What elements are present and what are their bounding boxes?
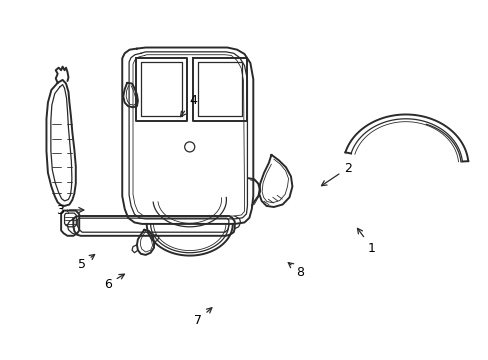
Text: 4: 4 [180, 94, 197, 117]
Text: 6: 6 [104, 274, 124, 291]
Text: 1: 1 [357, 228, 375, 255]
Text: 8: 8 [287, 262, 304, 279]
Text: 2: 2 [321, 162, 351, 186]
Text: 7: 7 [194, 308, 211, 327]
Text: 3: 3 [56, 203, 83, 216]
Text: 5: 5 [78, 255, 95, 270]
